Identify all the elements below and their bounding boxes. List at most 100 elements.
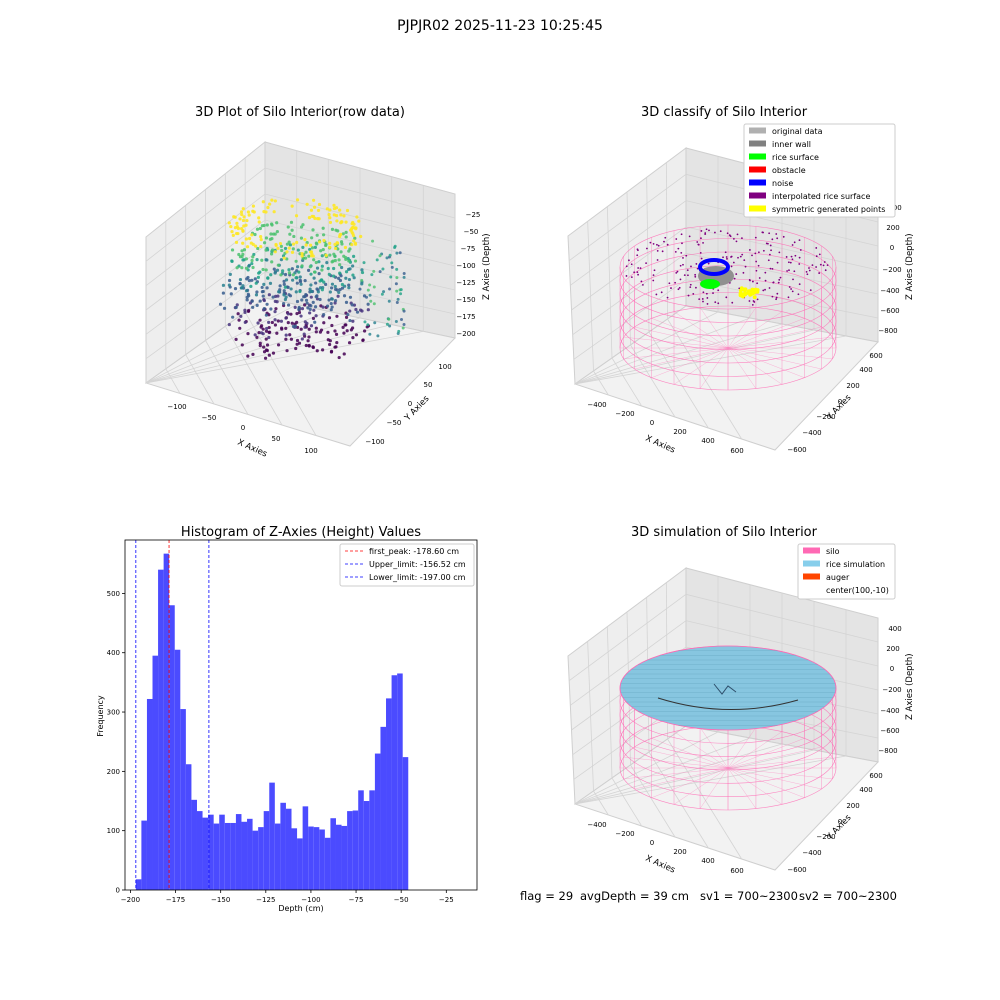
axes-border (124, 539, 478, 891)
interpolated-point (762, 289, 765, 292)
interpolated-point (704, 233, 707, 236)
data-point (346, 267, 351, 271)
data-point (271, 351, 276, 355)
data-point (262, 223, 266, 228)
data-point (339, 213, 343, 217)
data-point (348, 247, 352, 251)
data-point (348, 309, 352, 313)
interpolated-point (756, 298, 759, 301)
interpolated-point (708, 229, 710, 232)
histogram-bar (213, 823, 220, 890)
data-point (315, 266, 320, 270)
interpolated-point (705, 228, 708, 231)
grid-line (573, 279, 879, 360)
data-point (350, 243, 354, 247)
data-point (276, 263, 280, 267)
data-point (246, 309, 251, 314)
data-point (387, 317, 391, 321)
silo-wire-spoke (727, 311, 783, 349)
x-tick-label: 0 (650, 419, 654, 427)
interpolated-point (758, 277, 761, 279)
data-point (249, 241, 253, 245)
interpolated-point (793, 270, 796, 273)
data-point (309, 295, 313, 299)
data-point (293, 305, 297, 310)
data-point (324, 253, 328, 257)
interpolated-point (787, 261, 790, 264)
data-point (333, 246, 338, 251)
data-point (273, 271, 277, 275)
legend-label: rice simulation (826, 560, 885, 569)
data-point (309, 289, 314, 294)
histogram-bar (146, 698, 153, 890)
legend-swatch (749, 179, 766, 186)
symmetric-point (739, 286, 744, 290)
data-point (304, 243, 308, 247)
interpolated-point (696, 267, 699, 270)
data-point (273, 323, 278, 327)
data-point (267, 335, 271, 340)
data-point (402, 322, 406, 326)
interpolated-point (694, 273, 697, 276)
data-point (283, 297, 288, 302)
interpolated-point (682, 257, 684, 259)
interpolated-point (822, 264, 825, 267)
interpolated-point (819, 263, 822, 266)
interpolated-point (751, 254, 753, 257)
interpolated-point (666, 243, 669, 246)
data-point (348, 295, 353, 299)
data-point (311, 300, 315, 305)
histogram-bar (324, 837, 331, 890)
data-point (261, 200, 265, 204)
interpolated-point (675, 238, 678, 240)
rice-surface-contour (657, 697, 799, 711)
data-point (258, 299, 262, 303)
data-point (341, 232, 345, 236)
data-point (389, 275, 393, 279)
interpolated-point (757, 251, 760, 254)
silo-wire-spoke (699, 767, 729, 809)
silo-wire-spoke (651, 318, 729, 349)
data-point (318, 240, 322, 244)
histogram-bar (252, 830, 259, 890)
data-point (275, 268, 280, 272)
data-point (229, 292, 233, 296)
legend-label: symmetric generated points (772, 205, 885, 214)
interpolated-point (696, 241, 699, 243)
data-point (254, 281, 258, 285)
histogram-bar (152, 655, 159, 890)
data-point (303, 325, 307, 329)
legend-swatch (803, 573, 820, 580)
interpolated-point (753, 301, 756, 303)
data-point (321, 348, 325, 352)
interpolated-point (717, 289, 720, 292)
auger-trace (713, 683, 737, 695)
data-point (275, 221, 279, 225)
data-point (255, 303, 259, 307)
symmetric-point (752, 295, 757, 299)
interpolated-point (771, 295, 774, 298)
interpolated-point (742, 271, 745, 274)
interpolated-point (797, 293, 800, 296)
data-point (363, 320, 367, 324)
interpolated-point (808, 267, 810, 269)
data-point (344, 235, 348, 239)
data-point (256, 246, 260, 251)
data-point (313, 245, 317, 249)
data-point (261, 327, 265, 331)
data-point (300, 337, 304, 341)
data-point (244, 237, 248, 241)
data-point (244, 289, 249, 293)
data-point (240, 212, 244, 217)
interpolated-point (700, 257, 703, 260)
data-point (400, 318, 404, 322)
data-point (344, 257, 348, 262)
interpolated-point (818, 253, 821, 256)
data-point (276, 246, 280, 250)
data-point (299, 314, 303, 318)
interpolated-point (798, 283, 801, 286)
x-tick-label: 400 (701, 857, 714, 865)
data-point (283, 246, 288, 251)
y-tick-label: 200 (846, 382, 859, 390)
